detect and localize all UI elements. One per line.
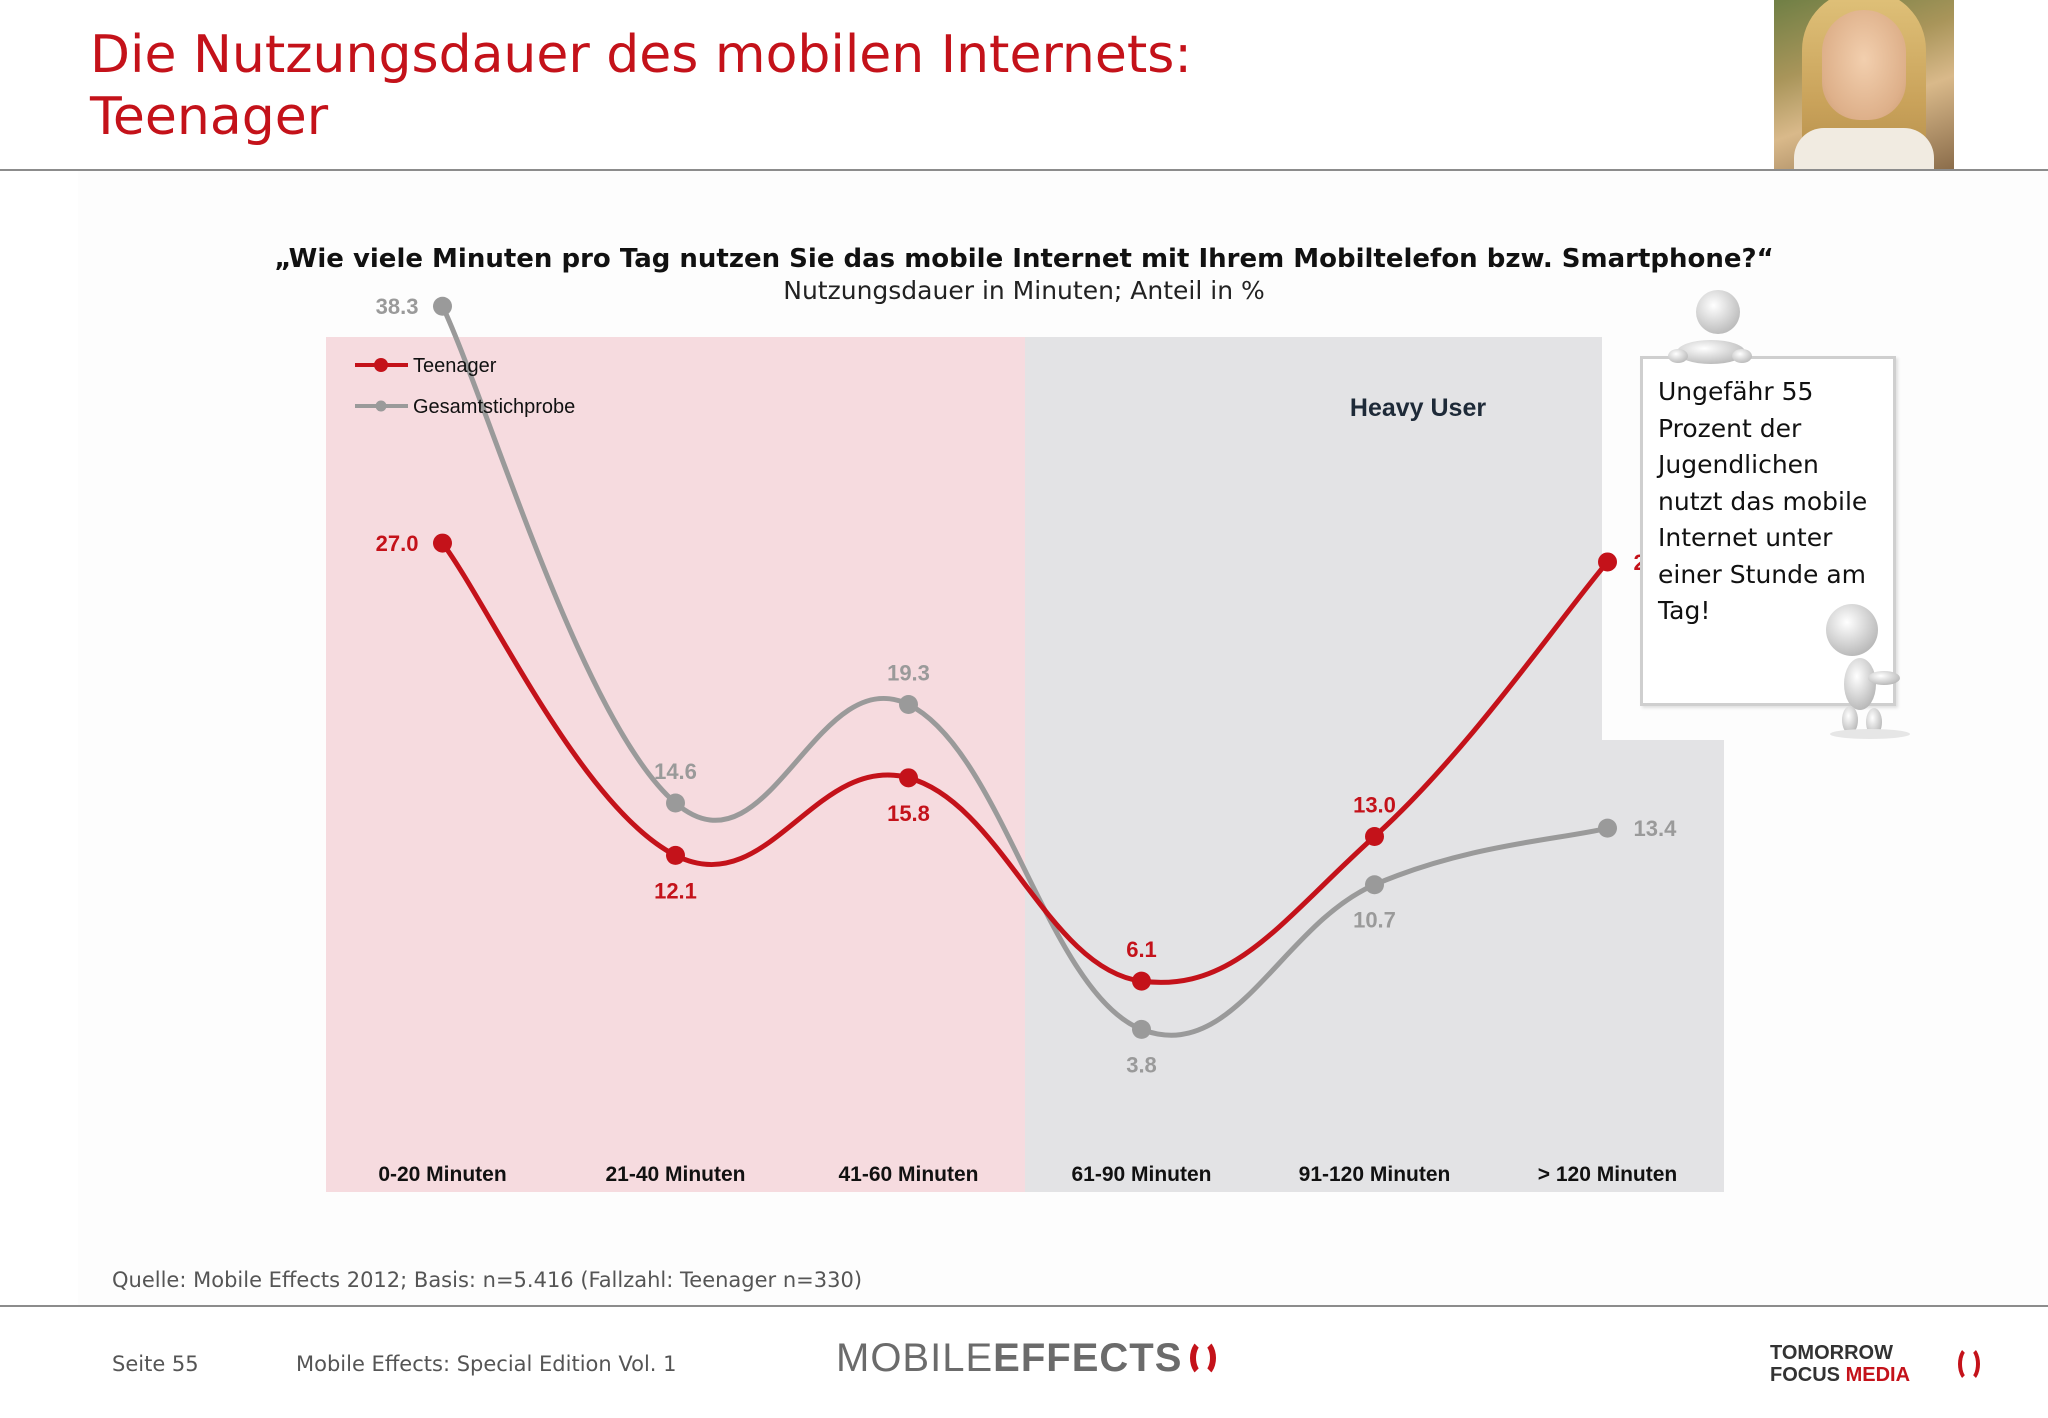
- point-gesamtstichprobe-4: [1365, 875, 1384, 895]
- series-line-teenager: [440, 540, 1610, 985]
- source-note: Quelle: Mobile Effects 2012; Basis: n=5.…: [112, 1268, 863, 1292]
- point-teenager-1: [666, 845, 685, 865]
- point-teenager-5: [1598, 552, 1617, 572]
- page-number: Seite 55: [112, 1352, 199, 1376]
- data-label-gesamtstichprobe-5: 13.4: [1634, 816, 1678, 841]
- stick-figure-bottom-icon: [1826, 604, 1910, 739]
- point-gesamtstichprobe-3: [1132, 1019, 1151, 1039]
- data-label-gesamtstichprobe-3: 3.8: [1126, 1052, 1157, 1077]
- point-teenager-0: [433, 533, 452, 553]
- callout-text: Ungefähr 55 Prozent der Jugendlichen nut…: [1658, 377, 1868, 625]
- heavy-user-label: Heavy User: [1350, 394, 1486, 422]
- point-gesamtstichprobe-0: [433, 296, 452, 316]
- legend-marker-gesamtstichprobe: [375, 400, 387, 412]
- legend-label-teenager: Teenager: [413, 355, 497, 377]
- point-teenager-3: [1132, 971, 1151, 991]
- data-label-gesamtstichprobe-1: 14.6: [654, 759, 697, 784]
- teenager-photo: [1774, 0, 1954, 170]
- category-label-2: 41-60 Minuten: [838, 1163, 978, 1186]
- data-label-teenager-2: 15.8: [887, 801, 930, 826]
- point-gesamtstichprobe-5: [1598, 818, 1617, 838]
- header-divider: [0, 169, 2048, 171]
- page-title-line-1: Die Nutzungsdauer des mobilen Internets:: [90, 25, 1192, 85]
- point-teenager-4: [1365, 827, 1384, 847]
- page-title-line-2: Teenager: [90, 87, 329, 147]
- legend-marker-teenager: [374, 358, 388, 372]
- chart-subtitle: Nutzungsdauer in Minuten; Anteil in %: [783, 276, 1265, 305]
- data-label-teenager-1: 12.1: [654, 878, 697, 903]
- legend-label-gesamtstichprobe: Gesamtstichprobe: [413, 396, 575, 418]
- data-label-gesamtstichprobe-2: 19.3: [887, 660, 930, 685]
- data-label-teenager-4: 13.0: [1353, 793, 1396, 818]
- data-label-teenager-0: 27.0: [376, 531, 419, 556]
- edition-label: Mobile Effects: Special Edition Vol. 1: [296, 1352, 677, 1376]
- data-label-teenager-3: 6.1: [1126, 937, 1157, 962]
- footer-divider: [0, 1305, 2048, 1307]
- category-label-5: > 120 Minuten: [1538, 1163, 1677, 1186]
- data-label-gesamtstichprobe-0: 38.3: [376, 294, 419, 319]
- survey-question: „Wie viele Minuten pro Tag nutzen Sie da…: [274, 244, 1774, 274]
- data-label-gesamtstichprobe-4: 10.7: [1353, 908, 1396, 933]
- category-label-0: 0-20 Minuten: [378, 1163, 506, 1186]
- point-teenager-2: [899, 768, 918, 788]
- mobile-effects-logo: MOBILEEFFECTS: [836, 1336, 1217, 1381]
- point-gesamtstichprobe-2: [899, 694, 918, 714]
- region-normal-user: [326, 337, 1025, 1192]
- category-label-3: 61-90 Minuten: [1071, 1163, 1211, 1186]
- category-label-4: 91-120 Minuten: [1299, 1163, 1451, 1186]
- page-title: Die Nutzungsdauer des mobilen Internets:…: [90, 24, 1192, 148]
- tomorrow-focus-media-logo: TOMORROW FOCUS MEDIA: [1770, 1342, 1980, 1386]
- point-gesamtstichprobe-1: [666, 793, 685, 813]
- category-label-1: 21-40 Minuten: [605, 1163, 745, 1186]
- stick-figure-top-icon: [1668, 290, 1752, 364]
